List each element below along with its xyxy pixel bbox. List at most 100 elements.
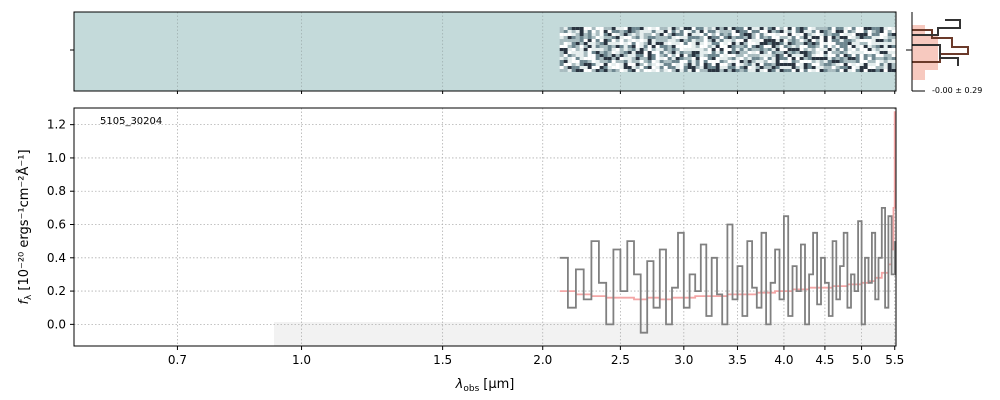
twod-pixel [635,54,640,57]
twod-pixel [811,27,816,30]
twod-pixel [615,45,620,48]
twod-pixel [563,60,568,63]
twod-pixel [587,27,592,30]
twod-pixel [571,42,576,45]
twod-pixel [631,54,636,57]
twod-pixel [687,39,692,42]
twod-pixel [823,57,828,60]
twod-pixel [855,48,860,51]
twod-pixel [891,54,896,57]
twod-pixel [859,51,864,54]
twod-pixel [603,39,608,42]
twod-pixel [707,57,712,60]
twod-pixel [639,66,644,69]
twod-pixel [783,48,788,51]
twod-pixel [651,60,656,63]
twod-pixel [667,54,672,57]
twod-pixel [723,54,728,57]
twod-pixel [687,36,692,39]
twod-pixel [795,33,800,36]
twod-pixel [671,63,676,66]
twod-pixel [635,51,640,54]
twod-pixel [855,39,860,42]
twod-pixel [659,30,664,33]
twod-pixel [671,45,676,48]
twod-pixel [867,69,872,72]
twod-pixel [887,27,892,30]
twod-pixel [575,33,580,36]
twod-pixel [791,33,796,36]
twod-pixel [719,30,724,33]
twod-pixel [595,48,600,51]
twod-pixel [675,51,680,54]
twod-pixel [607,30,612,33]
twod-pixel [771,66,776,69]
x-tick-label: 4.5 [815,353,834,367]
twod-pixel [619,33,624,36]
twod-pixel [667,60,672,63]
twod-pixel [823,30,828,33]
twod-pixel [571,51,576,54]
twod-pixel [787,30,792,33]
twod-pixel [659,48,664,51]
twod-pixel [707,69,712,72]
twod-pixel [679,39,684,42]
twod-pixel [759,33,764,36]
twod-pixel [571,57,576,60]
twod-pixel [783,66,788,69]
twod-pixel [659,69,664,72]
twod-pixel [803,45,808,48]
twod-pixel [811,69,816,72]
twod-pixel [611,36,616,39]
twod-pixel [883,48,888,51]
twod-pixel [779,39,784,42]
twod-pixel [771,48,776,51]
twod-pixel [631,36,636,39]
twod-pixel [859,69,864,72]
twod-pixel [755,45,760,48]
twod-pixel [891,39,896,42]
twod-pixel [803,33,808,36]
twod-pixel [775,30,780,33]
twod-pixel [583,51,588,54]
twod-pixel [655,48,660,51]
twod-pixel [703,30,708,33]
twod-pixel [823,36,828,39]
x-axis-label-unit: [μm] [483,377,514,392]
twod-pixel [651,63,656,66]
twod-pixel [679,51,684,54]
twod-pixel [875,48,880,51]
twod-pixel [671,33,676,36]
twod-pixel [803,48,808,51]
twod-pixel [879,48,884,51]
twod-pixel [739,60,744,63]
twod-pixel [631,57,636,60]
twod-pixel [799,36,804,39]
twod-pixel [807,30,812,33]
twod-pixel [559,51,564,54]
twod-pixel [695,33,700,36]
twod-pixel [595,63,600,66]
twod-pixel [791,60,796,63]
twod-pixel [775,57,780,60]
twod-pixel [571,69,576,72]
twod-pixel [683,33,688,36]
twod-pixel [791,45,796,48]
twod-pixel [563,27,568,30]
twod-pixel [691,36,696,39]
twod-pixel [719,63,724,66]
twod-pixel [583,69,588,72]
twod-pixel [727,27,732,30]
twod-pixel [611,69,616,72]
twod-pixel [683,36,688,39]
twod-pixel [887,39,892,42]
twod-pixel [883,54,888,57]
twod-pixel [775,27,780,30]
twod-pixel [843,45,848,48]
twod-pixel [699,60,704,63]
twod-pixel [639,36,644,39]
twod-pixel [847,36,852,39]
twod-pixel [735,33,740,36]
twod-pixel [887,30,892,33]
twod-pixel [807,36,812,39]
